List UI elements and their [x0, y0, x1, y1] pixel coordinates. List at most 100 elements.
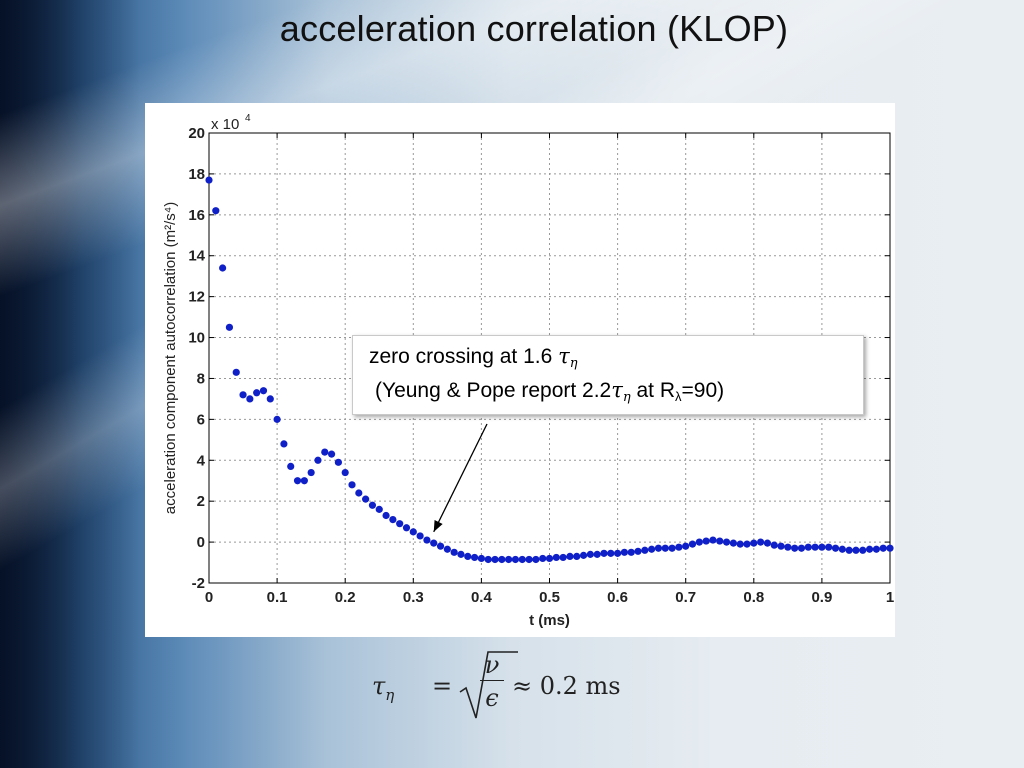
data-point	[477, 554, 485, 563]
data-point	[702, 537, 710, 545]
data-point	[838, 545, 846, 553]
data-point	[552, 553, 560, 562]
x-tick-label: 0.2	[335, 589, 356, 606]
data-point	[668, 544, 676, 552]
data-point	[464, 552, 472, 561]
data-point	[607, 549, 615, 557]
data-point	[709, 536, 717, 544]
data-point	[457, 550, 465, 558]
data-point	[852, 546, 860, 554]
slide-title: acceleration correlation (KLOP)	[279, 8, 789, 49]
data-point	[525, 555, 533, 564]
data-point	[784, 543, 792, 551]
data-point	[695, 538, 703, 546]
data-point	[511, 555, 520, 564]
y-tick-label: 18	[188, 166, 205, 183]
annotation-at-r-text: at R	[630, 379, 676, 402]
x-tick-label: 0.5	[539, 589, 560, 606]
data-point	[722, 538, 731, 546]
annotation-yeung-pope-text: (Yeung & Pope report 2.2	[375, 379, 612, 402]
data-point	[273, 415, 281, 423]
y-tick-label: 10	[188, 330, 205, 347]
data-point	[770, 541, 778, 549]
data-point	[287, 462, 295, 471]
data-point	[327, 450, 336, 458]
data-point	[484, 555, 492, 564]
data-point	[545, 554, 554, 563]
data-point	[750, 539, 758, 547]
tau-symbol: τ	[558, 344, 570, 368]
data-point	[573, 552, 581, 561]
data-point	[498, 555, 506, 564]
data-point	[307, 468, 315, 477]
data-point	[831, 544, 840, 552]
data-point	[300, 477, 308, 485]
data-point	[634, 547, 642, 555]
data-point	[375, 505, 383, 513]
annotation-line-2: (Yeung & Pope report 2.2τη at Rλ=90)	[375, 378, 724, 405]
formula-nu: ν	[484, 651, 500, 679]
data-point	[212, 207, 220, 215]
data-point	[886, 544, 894, 552]
data-point	[716, 537, 724, 545]
data-point	[341, 468, 349, 477]
formula-eta: η	[385, 686, 395, 704]
data-point	[648, 545, 656, 553]
y-tick-label: 2	[197, 493, 205, 510]
data-point	[348, 481, 356, 489]
formula-radical	[459, 651, 518, 719]
slide-background-edge	[0, 0, 140, 768]
data-point	[804, 543, 812, 551]
data-point	[661, 544, 669, 552]
data-point	[566, 552, 574, 561]
data-point	[321, 448, 329, 456]
data-point	[280, 440, 288, 448]
data-point	[729, 539, 737, 547]
y-tick-label: 8	[197, 370, 205, 387]
data-point	[402, 524, 411, 532]
data-point	[362, 495, 370, 503]
data-point	[239, 391, 247, 399]
y-axis-multiplier-exponent: 4	[245, 113, 251, 124]
data-point	[382, 511, 390, 520]
annotation-line-1: zero crossing at 1.6 τη	[369, 344, 578, 371]
data-point	[505, 555, 513, 564]
data-point	[579, 551, 588, 559]
formula-equals: =	[432, 672, 453, 700]
data-point	[225, 323, 234, 331]
data-point	[627, 548, 635, 556]
y-tick-label: 16	[188, 207, 205, 224]
data-point	[600, 549, 608, 557]
x-tick-label: 0.3	[403, 589, 424, 606]
data-point	[436, 542, 445, 550]
data-point	[879, 544, 887, 552]
tau-symbol: τ	[611, 378, 623, 402]
data-point	[253, 389, 261, 397]
data-point	[593, 550, 601, 558]
data-point	[246, 395, 254, 403]
data-point	[396, 520, 404, 528]
y-tick-label: 0	[197, 534, 205, 551]
data-point	[818, 543, 826, 551]
data-point	[389, 515, 397, 524]
data-point	[845, 546, 853, 554]
data-point	[314, 456, 322, 464]
data-point	[614, 549, 622, 557]
data-point	[586, 550, 594, 558]
x-axis-label: t (ms)	[529, 612, 570, 629]
y-tick-label: 14	[188, 248, 205, 265]
data-point	[811, 543, 819, 551]
chart-annotation-box: zero crossing at 1.6 τη (Yeung & Pope re…	[352, 335, 864, 415]
data-point	[682, 542, 690, 550]
data-point	[688, 540, 697, 548]
x-tick-label: 0.9	[811, 589, 832, 606]
data-point	[368, 501, 377, 509]
formula-rhs: ≈ 0.2 ms	[512, 672, 621, 700]
data-point	[620, 548, 629, 556]
data-point	[859, 546, 867, 554]
annotation-arrow-line	[433, 423, 488, 533]
y-tick-label: 12	[188, 289, 205, 306]
data-point	[743, 540, 751, 548]
data-point	[532, 555, 540, 564]
annotation-arrow-head	[433, 520, 443, 532]
